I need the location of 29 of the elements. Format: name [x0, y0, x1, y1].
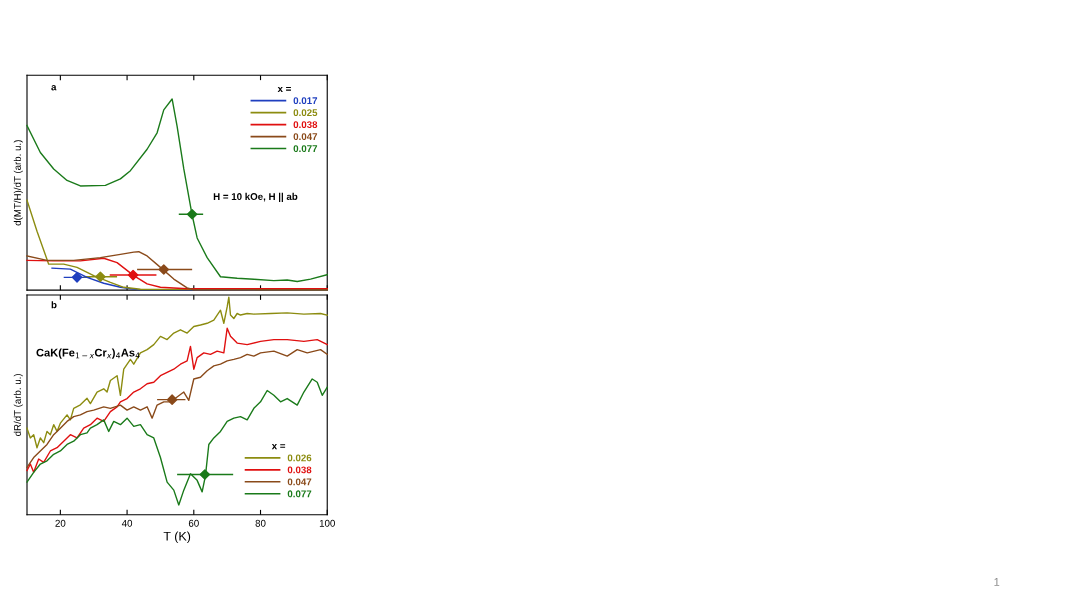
point	[71, 272, 83, 283]
text: a	[51, 85, 57, 91]
point	[127, 269, 139, 281]
legend-title: x =	[277, 86, 291, 93]
legend-label: 0.017	[293, 97, 318, 105]
x-tick-label: 80	[255, 519, 266, 527]
point	[186, 208, 198, 220]
y-axis-title: d(MT/H)/dT (arb. u.)	[13, 140, 23, 226]
annotation: CaK(Fe$_{1−x}$Cr$_{x}$)$_{4}$As$_{4}$	[36, 348, 140, 359]
legend-label: 0.025	[293, 109, 318, 117]
point	[95, 271, 106, 283]
y-axis-title: dR/dT (arb. u.)	[13, 373, 23, 436]
legend-title: x =	[271, 444, 286, 450]
legend-label: 0.077	[287, 490, 312, 498]
legend-label: 0.047	[287, 478, 312, 486]
annotation: H = 10 kOe, H || ab	[213, 192, 298, 203]
x-tick-label: 40	[121, 519, 133, 527]
x-tick-label: 60	[188, 519, 199, 527]
x-axis-title: T (K)	[163, 531, 191, 544]
legend-label: 0.077	[293, 145, 318, 153]
text: 1	[994, 578, 1000, 586]
annotation: b	[51, 301, 57, 309]
legend-label: 0.038	[293, 121, 318, 129]
point	[158, 264, 170, 275]
x-tick-label: 100	[319, 519, 335, 527]
legend-label: 0.038	[287, 466, 312, 474]
x-tick-label: 20	[55, 519, 66, 527]
legend-label: 0.047	[293, 133, 318, 141]
legend-label: 0.026	[287, 454, 312, 462]
